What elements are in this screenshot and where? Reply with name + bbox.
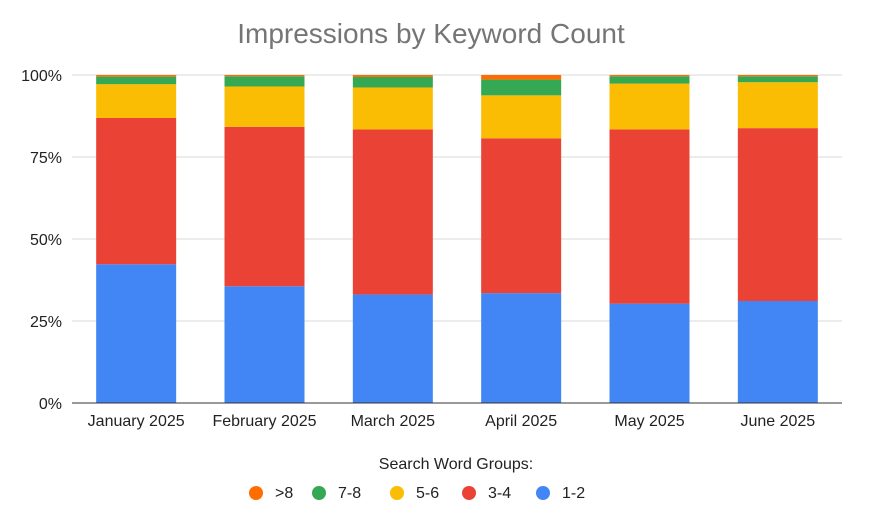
bar-segment (96, 76, 177, 85)
legend-item: 3-4 (462, 485, 511, 502)
legend-label: 3-4 (488, 485, 511, 502)
bar-segment (224, 286, 305, 403)
bars (96, 75, 818, 403)
y-tick-label: 50% (30, 232, 62, 249)
bar-segment (96, 84, 177, 118)
y-tick-label: 0% (39, 396, 62, 413)
x-tick-label: April 2025 (485, 413, 557, 430)
bar-segment (609, 129, 690, 304)
legend-swatch (462, 486, 476, 500)
legend-label: 1-2 (562, 485, 585, 502)
bar-segment (224, 86, 305, 127)
legend-item: 1-2 (536, 485, 585, 502)
bar-segment (481, 138, 562, 294)
legend-label: 5-6 (416, 485, 439, 502)
bar-segment (737, 76, 818, 83)
bar-stack (737, 75, 818, 403)
x-tick-label: February 2025 (212, 413, 316, 430)
legend-title: Search Word Groups: (379, 456, 533, 473)
legend-label: >8 (275, 485, 293, 502)
bar-segment (481, 75, 562, 80)
legend-swatch (312, 486, 326, 500)
x-tick-label: January 2025 (88, 413, 185, 430)
bar-segment (737, 82, 818, 129)
bar-segment (609, 303, 690, 403)
bar-segment (609, 76, 690, 84)
x-tick-label: May 2025 (614, 413, 684, 430)
bar-segment (352, 76, 433, 88)
bar-segment (609, 83, 690, 130)
x-category-labels: January 2025 February 2025 March 2025 April… (88, 413, 816, 430)
chart-title: Impressions by Keyword Count (237, 18, 625, 49)
legend-label: 7-8 (338, 485, 361, 502)
bar-stack (224, 75, 305, 403)
bar-segment (352, 294, 433, 403)
legend-swatch (249, 486, 263, 500)
bar-segment (352, 75, 433, 77)
legend-swatch (390, 486, 404, 500)
legend-item: 7-8 (312, 485, 361, 502)
y-tick-label: 75% (30, 150, 62, 167)
bar-segment (224, 75, 305, 77)
legend-item: >8 (249, 485, 293, 502)
legend-item: 5-6 (390, 485, 439, 502)
bar-segment (96, 117, 177, 265)
bar-stack (96, 75, 177, 403)
bar-stack (609, 75, 690, 403)
legend-swatch (536, 486, 550, 500)
bar-segment (737, 128, 818, 301)
bar-segment (737, 75, 818, 77)
bar-segment (609, 75, 690, 77)
bar-segment (224, 76, 305, 87)
bar-segment (481, 79, 562, 96)
bar-segment (481, 95, 562, 139)
legend: >8 7-8 5-6 3-4 1-2 (249, 485, 585, 502)
gridlines (72, 74, 842, 322)
y-tick-labels: 0% 25% 50% 75% 100% (21, 68, 62, 413)
y-tick-label: 25% (30, 314, 62, 331)
bar-segment (352, 87, 433, 130)
bar-segment (352, 129, 433, 295)
bar-stack (481, 75, 562, 403)
y-tick-label: 100% (21, 68, 62, 85)
bar-segment (96, 264, 177, 403)
bar-segment (737, 300, 818, 403)
bar-segment (224, 126, 305, 287)
bar-segment (481, 293, 562, 403)
x-tick-label: June 2025 (740, 413, 815, 430)
bar-stack (352, 75, 433, 403)
x-tick-label: March 2025 (351, 413, 436, 430)
bar-segment (96, 75, 177, 77)
